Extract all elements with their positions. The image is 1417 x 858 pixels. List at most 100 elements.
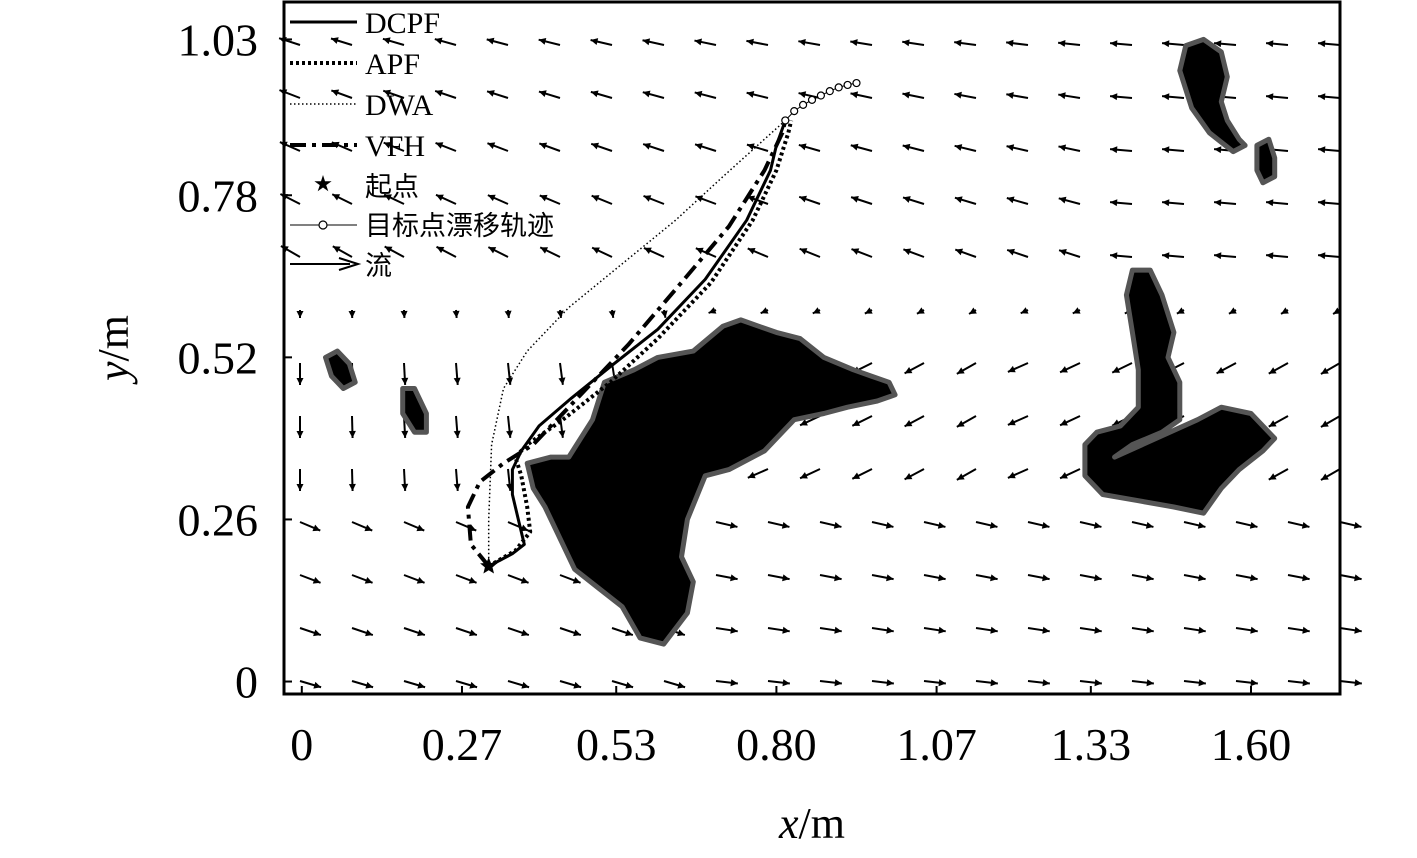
- flow-arrow: [850, 91, 873, 99]
- flow-arrow: [975, 521, 998, 529]
- flow-arrow: [916, 307, 925, 315]
- flow-arrow: [296, 469, 304, 491]
- flow-arrow: [590, 38, 613, 46]
- flow-arrow: [642, 90, 665, 99]
- flow-arrow: [1265, 252, 1289, 260]
- legend-label-flow: 流: [365, 251, 392, 282]
- flow-arrow: [642, 38, 665, 46]
- flow-arrow: [904, 468, 925, 481]
- flow-arrow: [1131, 574, 1154, 582]
- flow-arrow: [348, 468, 356, 492]
- flow-arrow: [871, 679, 894, 687]
- flow-arrow: [1320, 468, 1341, 481]
- flow-arrow: [455, 574, 477, 584]
- flow-arrow: [435, 193, 457, 205]
- flow-arrow: [403, 680, 426, 689]
- flow-arrow: [299, 521, 321, 532]
- flow-arrow: [904, 362, 925, 375]
- flow-arrow: [660, 309, 668, 319]
- series-line-apf: [487, 120, 794, 568]
- x-axis-title: x/m: [778, 799, 845, 848]
- legend-label-target-drift: 目标点漂移轨迹: [365, 211, 554, 242]
- flow-arrow: [715, 626, 738, 634]
- flow-arrow: [1161, 40, 1185, 48]
- flow-arrow: [1176, 307, 1185, 315]
- flow-arrow: [746, 91, 769, 99]
- flow-arrow: [1007, 415, 1029, 426]
- flow-arrow: [902, 39, 925, 47]
- flow-arrow: [1027, 521, 1050, 529]
- flow-arrow: [435, 141, 457, 152]
- flow-arrow: [1161, 252, 1185, 260]
- flow-arrow: [715, 521, 738, 529]
- flow-arrow: [351, 521, 373, 532]
- flow-arrow: [487, 246, 509, 258]
- flow-arrow: [348, 415, 356, 439]
- flow-arrow: [507, 574, 529, 584]
- flow-arrow: [401, 468, 409, 492]
- flow-arrow: [1183, 679, 1206, 687]
- flow-arrow: [332, 245, 353, 258]
- flow-arrow: [382, 89, 405, 99]
- flow-arrow: [975, 679, 998, 687]
- flow-arrow: [538, 142, 561, 152]
- flow-arrow: [1265, 199, 1289, 207]
- flow-arrow: [923, 574, 946, 582]
- flow-arrow: [559, 627, 582, 637]
- flow-arrow: [954, 39, 977, 47]
- legend-circle-marker-icon: [318, 220, 328, 230]
- flow-arrow: [1287, 679, 1310, 687]
- flow-arrow: [850, 39, 873, 47]
- flow-arrow: [1339, 521, 1362, 529]
- flow-arrow: [904, 415, 925, 428]
- flow-arrow: [1027, 679, 1050, 687]
- flow-arrow: [850, 143, 873, 152]
- flow-arrow: [975, 626, 998, 634]
- flow-arrow: [1183, 626, 1206, 634]
- flow-arrow: [453, 362, 461, 386]
- y-tick-label: 0.26: [178, 494, 259, 545]
- flow-arrow: [401, 362, 409, 386]
- flow-arrow: [1280, 307, 1289, 315]
- flow-arrow: [1027, 574, 1050, 582]
- flow-arrow: [608, 309, 616, 319]
- flow-arrow: [956, 362, 977, 375]
- flow-arrow: [799, 468, 821, 480]
- flow-arrow: [296, 363, 304, 385]
- legend-label-vfh: VFH: [365, 130, 425, 163]
- flow-arrow: [299, 574, 321, 584]
- flow-arrow: [1339, 679, 1362, 687]
- flow-arrow: [299, 680, 322, 689]
- start-marker-group: [480, 557, 498, 574]
- flow-arrow: [760, 307, 769, 315]
- flow-arrow: [1235, 679, 1258, 687]
- flow-arrow: [1109, 93, 1133, 101]
- flow-arrow: [1059, 362, 1081, 374]
- x-axis-var: x: [778, 799, 799, 848]
- flow-arrow: [850, 195, 873, 205]
- flow-arrow: [591, 194, 613, 205]
- target-drift-point: [816, 91, 825, 100]
- flow-arrow: [1183, 521, 1206, 529]
- x-tick-label: 0: [290, 719, 313, 770]
- flow-arrow: [506, 362, 514, 385]
- flow-arrow: [902, 196, 925, 205]
- target-drift-point: [781, 116, 790, 125]
- y-axis-unit: /m: [89, 315, 138, 361]
- flow-arrow: [507, 680, 530, 689]
- series-line-vfh: [465, 120, 788, 568]
- flow-arrow: [1268, 415, 1289, 428]
- y-tick-label: 0.52: [178, 332, 259, 383]
- flow-arrow: [611, 680, 634, 689]
- flow-arrow: [923, 626, 946, 634]
- flow-arrow: [1059, 468, 1081, 480]
- flow-arrow: [642, 142, 665, 152]
- flow-arrow: [1079, 626, 1102, 634]
- x-axis-unit: /m: [799, 799, 845, 848]
- flow-arrow: [504, 309, 512, 319]
- flow-arrow: [1058, 196, 1081, 205]
- x-tick-label: 0.53: [576, 719, 657, 770]
- flow-arrow: [923, 521, 946, 529]
- flow-arrow: [956, 468, 977, 481]
- flow-arrow: [954, 144, 977, 152]
